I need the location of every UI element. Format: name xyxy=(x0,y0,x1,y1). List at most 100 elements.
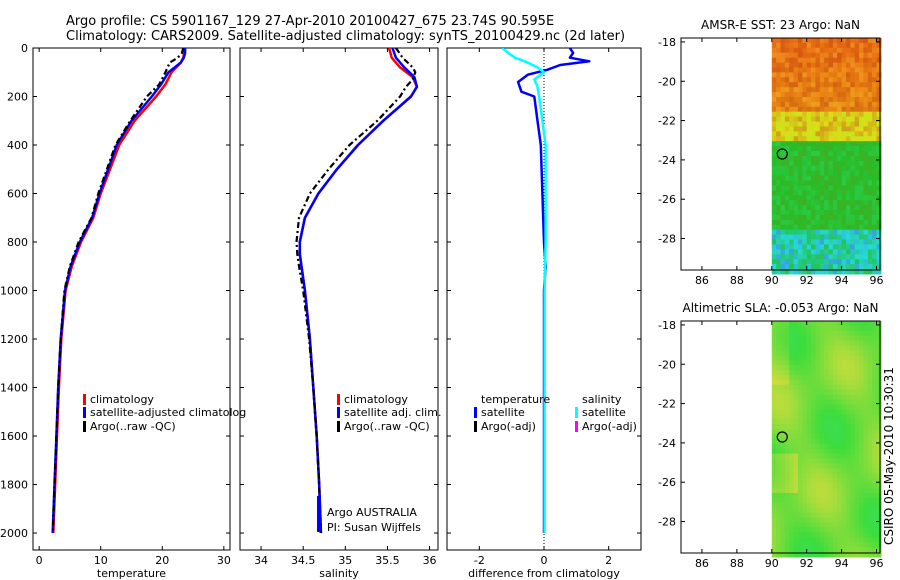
map-cell xyxy=(832,345,838,352)
map-cell xyxy=(837,210,843,216)
map-cell xyxy=(832,219,838,226)
map-cell xyxy=(798,542,803,548)
map-cell xyxy=(832,146,838,152)
map-cell xyxy=(867,42,873,49)
map-cell xyxy=(819,380,825,386)
map-cell xyxy=(828,67,834,73)
map-cell xyxy=(863,370,869,376)
map-cell xyxy=(876,82,882,88)
map-cell xyxy=(832,249,838,255)
map-cell xyxy=(850,493,856,499)
map-cell xyxy=(867,67,873,73)
legend-argo-swatch xyxy=(337,421,340,432)
map-cell xyxy=(846,522,851,528)
map-cell xyxy=(798,106,803,113)
map-cell xyxy=(802,502,808,509)
map-cell xyxy=(806,234,812,241)
map-cell xyxy=(776,375,782,381)
map-cell xyxy=(819,136,825,142)
map-cell xyxy=(850,239,856,245)
map-cell xyxy=(780,360,786,366)
map-cell xyxy=(824,254,830,260)
map-cell xyxy=(789,219,795,226)
map-cell xyxy=(789,42,795,49)
map-cell xyxy=(850,131,856,137)
map-cell xyxy=(837,136,843,142)
map-cell xyxy=(872,458,878,465)
map-cell xyxy=(806,195,812,201)
map-cell xyxy=(819,527,825,533)
map-cell xyxy=(784,350,790,356)
map-cell xyxy=(780,170,786,177)
map-cell xyxy=(859,394,865,401)
map-cell xyxy=(863,67,869,73)
map-cell xyxy=(837,468,843,474)
map-cell xyxy=(863,497,869,504)
map-cell xyxy=(863,101,869,108)
map-cell xyxy=(824,552,830,558)
legend-satellite-swatch xyxy=(337,407,340,418)
map-cell xyxy=(824,399,830,406)
map-cell xyxy=(811,82,816,88)
map-cell xyxy=(776,478,782,484)
map-cell xyxy=(828,52,834,59)
map-cell xyxy=(837,214,843,221)
map-cell xyxy=(789,443,795,450)
map-frame xyxy=(680,37,881,271)
pi-label: PI: Susan Wijffels xyxy=(327,521,421,534)
map-cell xyxy=(771,42,777,49)
map-cell xyxy=(876,57,882,64)
map-cell xyxy=(815,434,821,440)
map-cell xyxy=(841,121,847,128)
map-cell xyxy=(815,439,821,445)
map-cell xyxy=(863,111,869,118)
map-cell xyxy=(846,92,851,98)
map-cell xyxy=(798,239,803,245)
map-cell xyxy=(819,547,825,553)
map-cell xyxy=(850,156,856,162)
map-cell xyxy=(815,414,821,420)
map-cell xyxy=(806,330,812,337)
map-cell xyxy=(841,72,847,78)
map-cell xyxy=(828,185,834,191)
map-cell xyxy=(780,97,786,103)
map-cell xyxy=(771,335,777,342)
map-cell xyxy=(806,146,812,152)
map-cell xyxy=(876,156,882,162)
map-cell xyxy=(819,92,825,98)
x-tick-label: 0 xyxy=(36,554,43,567)
map-cell xyxy=(863,335,869,342)
map-cell xyxy=(867,404,873,411)
map-cell xyxy=(824,429,830,435)
map-cell xyxy=(798,205,803,211)
map-cell xyxy=(771,512,777,519)
map-cell xyxy=(837,443,843,450)
map-cell xyxy=(832,389,838,396)
map-cell xyxy=(798,493,803,499)
map-cell xyxy=(789,527,795,533)
map-cell xyxy=(815,350,821,356)
map-cell xyxy=(846,360,851,366)
x-axis-label: temperature xyxy=(97,567,166,580)
map-cell xyxy=(802,409,808,415)
map-cell xyxy=(798,87,803,93)
map-cell xyxy=(784,160,790,167)
map-cell xyxy=(876,160,882,167)
map-cell xyxy=(863,522,869,528)
map-cell xyxy=(872,384,878,391)
map-cell xyxy=(876,175,882,182)
map-cell xyxy=(846,458,851,465)
map-cell xyxy=(776,170,782,177)
map-cell xyxy=(841,468,847,474)
map-cell xyxy=(841,131,847,137)
map-cell xyxy=(793,355,799,361)
map-cell xyxy=(824,185,830,191)
map-cell xyxy=(793,321,799,327)
map-cell xyxy=(789,394,795,401)
map-cell xyxy=(846,269,851,275)
map-cell xyxy=(832,156,838,162)
map-cell xyxy=(784,156,790,162)
map-cell xyxy=(841,507,847,514)
map-cell xyxy=(802,195,808,201)
map-cell xyxy=(776,360,782,366)
